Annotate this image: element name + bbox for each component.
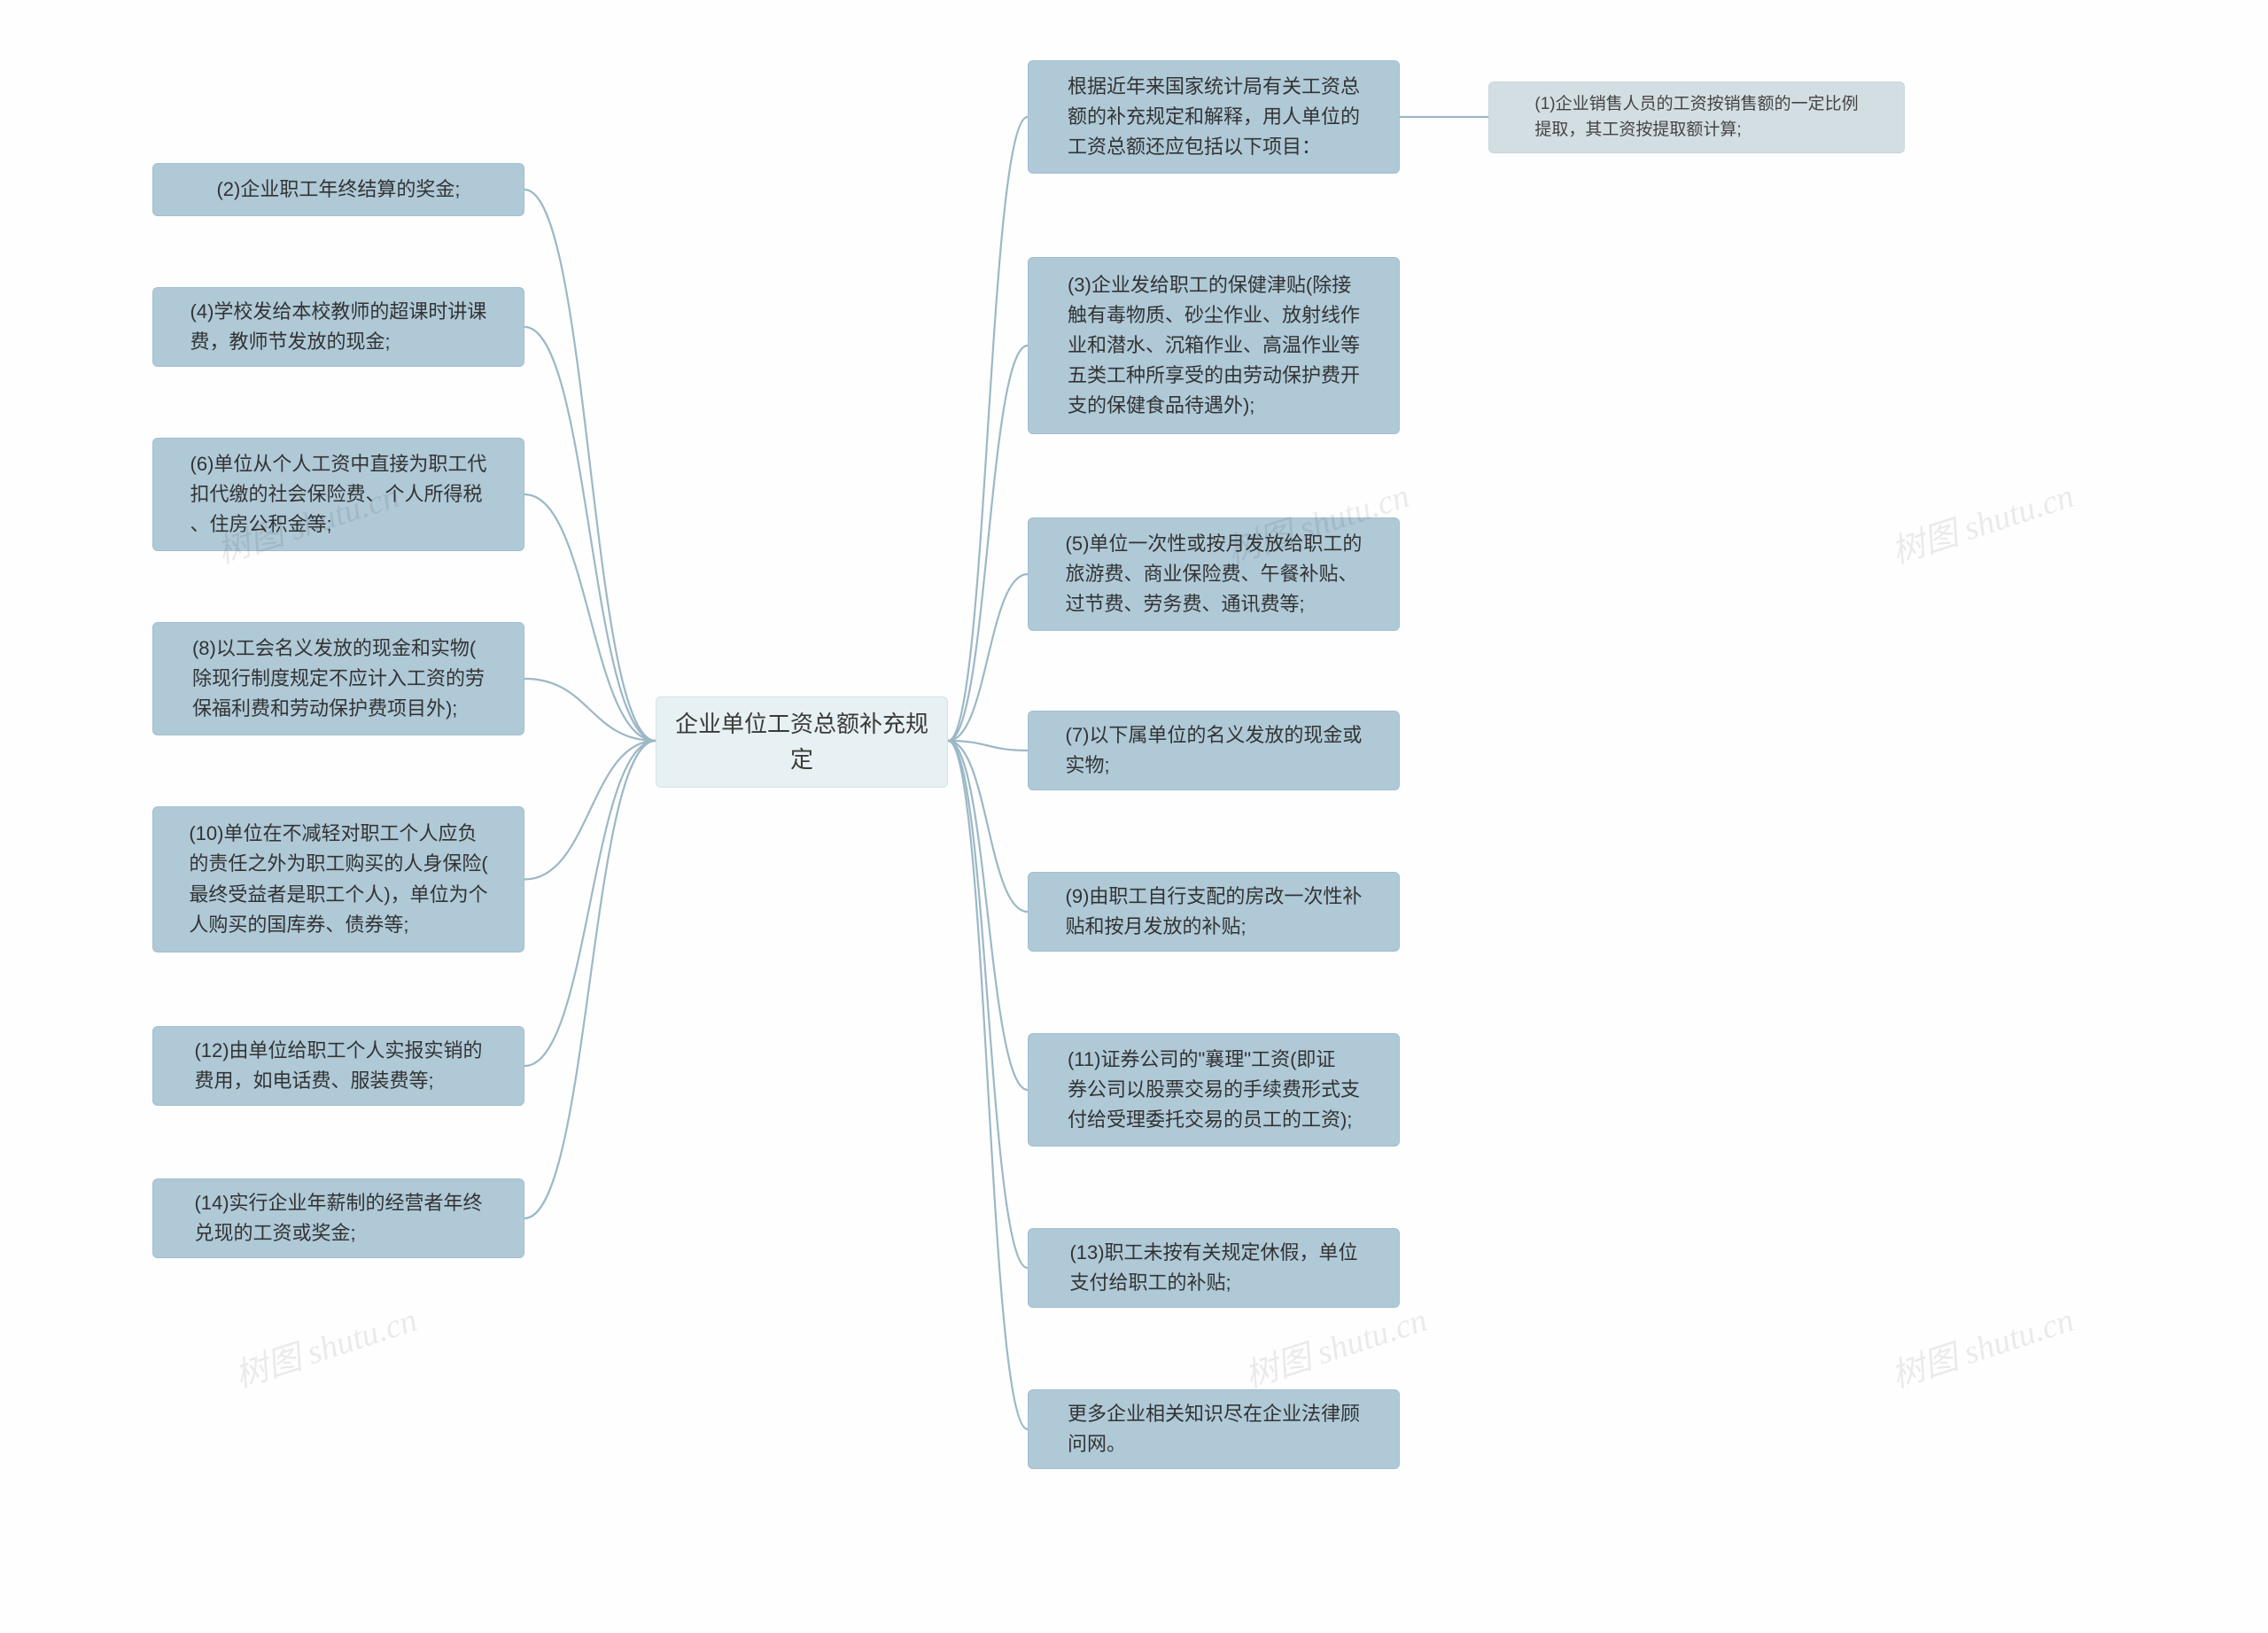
node-text: (6)单位从个人工资中直接为职工代 扣代缴的社会保险费、个人所得税 、住房公积金… xyxy=(190,449,487,540)
mindmap-node-r1[interactable]: 根据近年来国家统计局有关工资总 额的补充规定和解释，用人单位的 工资总额还应包括… xyxy=(1028,60,1400,174)
mindmap-node-r8[interactable]: 更多企业相关知识尽在企业法律顾 问网。 xyxy=(1028,1389,1400,1469)
node-text: (7)以下属单位的名义发放的现金或 实物; xyxy=(1066,720,1363,781)
mindmap-node-l2[interactable]: (4)学校发给本校教师的超课时讲课 费，教师节发放的现金; xyxy=(152,287,524,367)
connector xyxy=(948,741,1028,1429)
node-text: (1)企业销售人员的工资按销售额的一定比例 提取，其工资按提取额计算; xyxy=(1534,91,1858,144)
connector xyxy=(948,741,1028,1268)
node-text: 企业单位工资总额补充规 定 xyxy=(675,706,928,778)
connector xyxy=(524,741,656,1066)
connector xyxy=(948,741,1028,1090)
mindmap-node-r7[interactable]: (13)职工未按有关规定休假，单位 支付给职工的补贴; xyxy=(1028,1228,1400,1308)
mindmap-node-r6[interactable]: (11)证券公司的"襄理"工资(即证 券公司以股票交易的手续费形式支 付给受理委… xyxy=(1028,1033,1400,1147)
mindmap-stage: 企业单位工资总额补充规 定 根据近年来国家统计局有关工资总 额的补充规定和解释，用… xyxy=(0,0,2268,1633)
node-text: (9)由职工自行支配的房改一次性补 贴和按月发放的补贴; xyxy=(1066,882,1363,942)
node-text: 更多企业相关知识尽在企业法律顾 问网。 xyxy=(1068,1399,1360,1459)
node-text: (12)由单位给职工个人实报实销的 费用，如电话费、服装费等; xyxy=(194,1036,482,1096)
mindmap-node-l6[interactable]: (12)由单位给职工个人实报实销的 费用，如电话费、服装费等; xyxy=(152,1026,524,1106)
node-text: (14)实行企业年薪制的经营者年终 兑现的工资或奖金; xyxy=(194,1188,482,1248)
mindmap-node-l5[interactable]: (10)单位在不减轻对职工个人应负 的责任之外为职工购买的人身保险( 最终受益者… xyxy=(152,806,524,953)
node-text: 根据近年来国家统计局有关工资总 额的补充规定和解释，用人单位的 工资总额还应包括… xyxy=(1068,72,1360,162)
connector xyxy=(524,327,656,741)
mindmap-node-r3[interactable]: (5)单位一次性或按月发放给职工的 旅游费、商业保险费、午餐补贴、 过节费、劳务… xyxy=(1028,517,1400,631)
connector xyxy=(524,741,656,880)
connector xyxy=(948,117,1028,741)
mindmap-node-r2[interactable]: (3)企业发给职工的保健津贴(除接 触有毒物质、砂尘作业、放射线作 业和潜水、沉… xyxy=(1028,257,1400,434)
node-text: (2)企业职工年终结算的奖金; xyxy=(216,175,460,205)
mindmap-node-l1[interactable]: (2)企业职工年终结算的奖金; xyxy=(152,163,524,216)
mindmap-node-l3[interactable]: (6)单位从个人工资中直接为职工代 扣代缴的社会保险费、个人所得税 、住房公积金… xyxy=(152,438,524,551)
node-text: (5)单位一次性或按月发放给职工的 旅游费、商业保险费、午餐补贴、 过节费、劳务… xyxy=(1066,529,1363,619)
mindmap-node-r5[interactable]: (9)由职工自行支配的房改一次性补 贴和按月发放的补贴; xyxy=(1028,872,1400,952)
mindmap-node-r4[interactable]: (7)以下属单位的名义发放的现金或 实物; xyxy=(1028,711,1400,790)
node-text: (13)职工未按有关规定休假，单位 支付给职工的补贴; xyxy=(1069,1238,1357,1298)
mindmap-node-l7[interactable]: (14)实行企业年薪制的经营者年终 兑现的工资或奖金; xyxy=(152,1178,524,1258)
node-text: (8)以工会名义发放的现金和实物( 除现行制度规定不应计入工资的劳 保福利费和劳… xyxy=(192,634,485,724)
node-text: (10)单位在不减轻对职工个人应负 的责任之外为职工购买的人身保险( 最终受益者… xyxy=(189,819,487,939)
connector xyxy=(524,190,656,741)
mindmap-node-r1c1[interactable]: (1)企业销售人员的工资按销售额的一定比例 提取，其工资按提取额计算; xyxy=(1488,82,1905,153)
node-text: (11)证券公司的"襄理"工资(即证 券公司以股票交易的手续费形式支 付给受理委… xyxy=(1068,1045,1360,1135)
connector xyxy=(948,346,1028,741)
mindmap-node-l4[interactable]: (8)以工会名义发放的现金和实物( 除现行制度规定不应计入工资的劳 保福利费和劳… xyxy=(152,622,524,735)
connector xyxy=(524,741,656,1218)
node-text: (4)学校发给本校教师的超课时讲课 费，教师节发放的现金; xyxy=(190,297,487,357)
node-text: (3)企业发给职工的保健津贴(除接 触有毒物质、砂尘作业、放射线作 业和潜水、沉… xyxy=(1068,270,1360,421)
mindmap-node-root[interactable]: 企业单位工资总额补充规 定 xyxy=(656,696,948,788)
